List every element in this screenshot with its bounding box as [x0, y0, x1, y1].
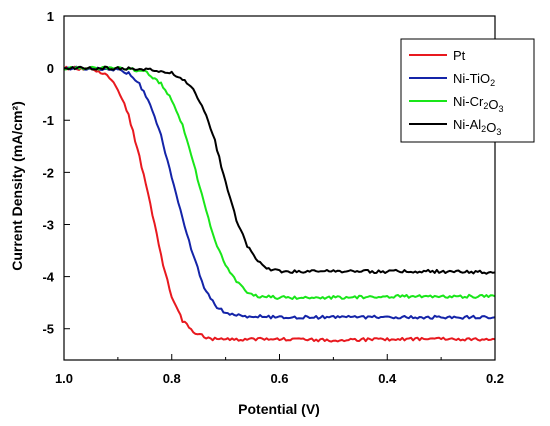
y-tick-label: -1 [42, 113, 54, 128]
x-tick-label: 1.0 [55, 371, 73, 386]
x-tick-label: 0.4 [378, 371, 397, 386]
y-axis-title: Current Density (mA/cm²) [9, 101, 25, 271]
y-tick-label: 1 [47, 9, 54, 24]
tick-labels: 1.0 0.8 0.6 0.4 0.2 1 0 -1 -2 -3 -4 -5 [42, 9, 504, 386]
series-lines [63, 65, 496, 343]
series-line-2 [63, 65, 496, 300]
y-tick-label: -4 [42, 270, 54, 285]
legend: Pt Ni-TiO2 Ni-Cr2O3 Ni-Al2O3 [400, 38, 535, 143]
y-tick-label: -3 [42, 217, 54, 232]
legend-label-2: Ni-Cr2O3 [453, 94, 503, 114]
x-tick-label: 0.8 [163, 371, 181, 386]
series-line-3 [64, 65, 496, 275]
plot-frame [63, 15, 496, 361]
series-line-1 [63, 65, 496, 320]
y-tick-label: -5 [42, 322, 54, 337]
y-tick-label: -2 [42, 165, 54, 180]
legend-label-1: Ni-TiO2 [453, 71, 495, 88]
x-tick-label: 0.6 [270, 371, 288, 386]
x-axis-title: Potential (V) [238, 401, 320, 417]
x-tick-label: 0.2 [486, 371, 504, 386]
y-tick-label: 0 [47, 61, 54, 76]
series-line-0 [63, 65, 496, 343]
legend-label-0: Pt [453, 48, 466, 63]
legend-label-3: Ni-Al2O3 [453, 117, 501, 137]
